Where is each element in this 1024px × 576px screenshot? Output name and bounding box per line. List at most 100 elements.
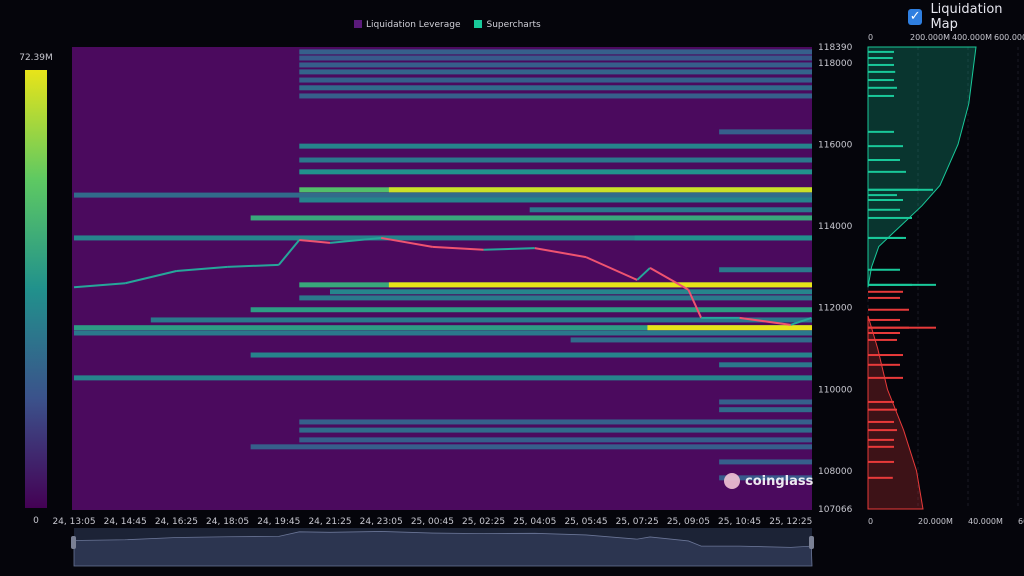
liquidation-level-band[interactable] bbox=[299, 49, 812, 55]
price-segment bbox=[299, 238, 331, 244]
liquidation-level-band[interactable] bbox=[299, 62, 812, 68]
y-tick-label: 114000 bbox=[818, 222, 853, 232]
x-tick-label: 25, 02:25 bbox=[462, 517, 505, 527]
liquidation-level-band[interactable] bbox=[719, 362, 812, 368]
liquidation-level-band[interactable] bbox=[299, 157, 812, 163]
side-level-bar bbox=[868, 376, 903, 379]
side-level-bar bbox=[868, 445, 894, 448]
side-level-bar bbox=[868, 420, 894, 423]
side-level-bar bbox=[868, 338, 897, 341]
side-level-bar bbox=[868, 70, 896, 73]
price-segment bbox=[649, 267, 689, 291]
legend-label: Supercharts bbox=[486, 20, 541, 30]
checkbox-checked-icon[interactable]: ✓ bbox=[908, 9, 923, 25]
x-tick-label: 24, 13:05 bbox=[52, 517, 95, 527]
side-level-bar bbox=[868, 57, 893, 60]
x-tick-label: 25, 00:45 bbox=[411, 517, 454, 527]
liquidation-level-band[interactable] bbox=[299, 143, 812, 149]
x-tick-label: 25, 07:25 bbox=[616, 517, 659, 527]
liquidation-level-band[interactable] bbox=[250, 352, 812, 358]
x-tick-label: 25, 10:45 bbox=[718, 517, 761, 527]
liquidation-level-band[interactable] bbox=[388, 282, 812, 288]
y-tick-label: 118000 bbox=[818, 59, 853, 69]
legend-swatch bbox=[354, 20, 362, 28]
liquidation-level-band[interactable] bbox=[570, 337, 812, 343]
y-tick-label: 118390 bbox=[818, 43, 853, 53]
liquidation-level-band[interactable] bbox=[299, 69, 812, 75]
legend-item-liquidation-leverage[interactable]: Liquidation Leverage bbox=[354, 20, 460, 30]
price-segment bbox=[687, 289, 703, 319]
price-segment bbox=[534, 247, 587, 259]
liquidation-level-band[interactable] bbox=[299, 437, 812, 443]
side-level-bar bbox=[868, 236, 906, 239]
liquidation-level-band[interactable] bbox=[74, 235, 812, 241]
liquidation-level-band[interactable] bbox=[299, 169, 812, 175]
liquidation-level-band[interactable] bbox=[719, 267, 812, 273]
liquidation-level-band[interactable] bbox=[299, 419, 812, 425]
liquidation-map-label: Liquidation Map bbox=[930, 2, 1003, 32]
liquidation-level-band[interactable] bbox=[647, 325, 812, 331]
legend-item-supercharts[interactable]: Supercharts bbox=[474, 20, 541, 30]
color-scale-bar bbox=[25, 70, 47, 508]
liquidation-level-band[interactable] bbox=[299, 85, 812, 91]
heatmap-background bbox=[72, 47, 812, 510]
liquidation-level-band[interactable] bbox=[719, 475, 812, 481]
liquidation-level-band[interactable] bbox=[299, 77, 812, 83]
liquidation-level-band[interactable] bbox=[719, 129, 812, 135]
coinglass-logo-icon bbox=[724, 473, 740, 489]
liquidation-level-band[interactable] bbox=[719, 407, 812, 413]
liquidation-level-band[interactable] bbox=[250, 307, 812, 313]
liquidation-level-band[interactable] bbox=[150, 317, 813, 323]
price-segment bbox=[329, 236, 382, 244]
side-level-bar bbox=[868, 94, 894, 97]
y-tick-label: 112000 bbox=[818, 304, 853, 314]
side-top-tick: 0 bbox=[868, 33, 873, 42]
coinglass-logo: coinglass bbox=[724, 473, 813, 489]
side-level-bar bbox=[868, 331, 900, 334]
liquidation-level-band[interactable] bbox=[634, 235, 812, 241]
liquidation-level-band[interactable] bbox=[299, 427, 812, 433]
side-level-bar bbox=[868, 145, 903, 148]
x-tick-label: 24, 19:45 bbox=[257, 517, 300, 527]
x-tick-label: 24, 23:05 bbox=[360, 517, 403, 527]
liquidation-level-band[interactable] bbox=[299, 197, 812, 203]
side-bottom-tick: 0 bbox=[868, 517, 873, 526]
liquidation-level-band[interactable] bbox=[388, 187, 812, 193]
side-level-bar bbox=[868, 400, 894, 403]
x-tick-label: 24, 14:45 bbox=[104, 517, 147, 527]
price-segment bbox=[483, 247, 535, 251]
liquidation-level-band[interactable] bbox=[299, 295, 812, 301]
navigator-right-handle[interactable] bbox=[809, 536, 814, 549]
navigator-area bbox=[73, 531, 813, 567]
side-level-bar bbox=[868, 130, 894, 133]
price-segment bbox=[432, 245, 484, 251]
liquidation-map-toggle[interactable]: ✓ Liquidation Map bbox=[908, 2, 1024, 32]
navigator-left-handle[interactable] bbox=[71, 536, 76, 549]
liquidation-level-band[interactable] bbox=[250, 444, 812, 450]
price-segment bbox=[381, 236, 433, 248]
side-bottom-tick: 20.000M bbox=[918, 517, 953, 526]
side-level-bar bbox=[868, 408, 897, 411]
price-segment bbox=[739, 316, 791, 326]
side-top-tick: 600.000M bbox=[994, 33, 1024, 42]
liquidation-level-band[interactable] bbox=[719, 399, 812, 405]
liquidation-level-band[interactable] bbox=[299, 55, 812, 61]
liquidation-level-band[interactable] bbox=[74, 325, 812, 331]
liquidation-level-band[interactable] bbox=[74, 192, 812, 198]
side-level-bar bbox=[868, 308, 909, 311]
price-segment bbox=[585, 256, 638, 281]
liquidation-level-band[interactable] bbox=[250, 215, 812, 221]
liquidation-level-band[interactable] bbox=[74, 330, 812, 336]
liquidation-level-band[interactable] bbox=[74, 375, 812, 381]
liquidation-level-band[interactable] bbox=[529, 207, 812, 213]
price-segment bbox=[124, 270, 177, 285]
y-tick-label: 116000 bbox=[818, 141, 853, 151]
side-level-bar bbox=[868, 188, 933, 191]
liquidation-level-band[interactable] bbox=[330, 289, 812, 295]
side-level-bar bbox=[868, 268, 900, 271]
cumulative-long-area bbox=[867, 315, 924, 510]
price-segment bbox=[73, 282, 126, 289]
liquidation-level-band[interactable] bbox=[719, 459, 812, 465]
liquidation-level-band[interactable] bbox=[299, 93, 812, 99]
